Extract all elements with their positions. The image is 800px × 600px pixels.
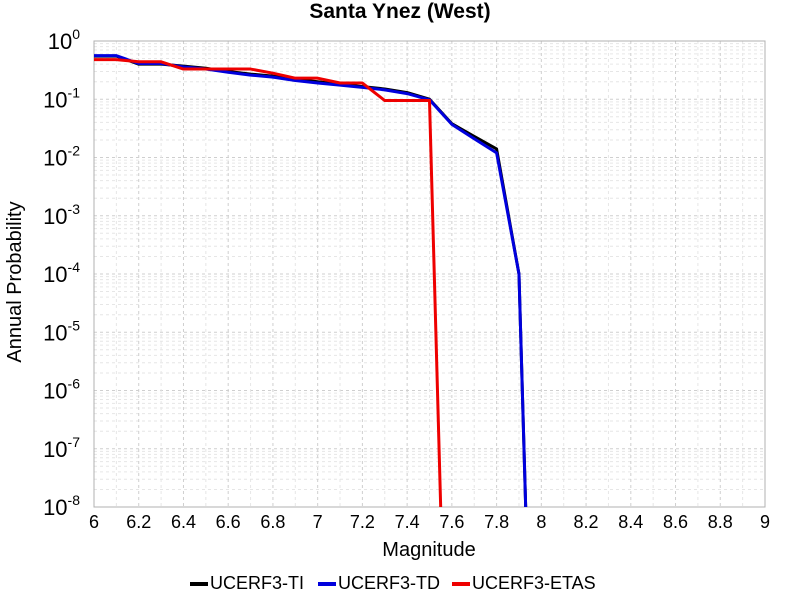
legend: UCERF3-TI UCERF3-TD UCERF3-ETAS	[190, 573, 596, 593]
legend-label: UCERF3-TD	[338, 573, 440, 593]
x-tick-label: 8.2	[574, 512, 599, 532]
x-tick-label: 6.6	[216, 512, 241, 532]
x-tick-label: 6.2	[126, 512, 151, 532]
chart-title: Santa Ynez (West)	[309, 0, 490, 23]
y-tick-label: 10-8	[43, 492, 80, 520]
x-tick-label: 6.8	[260, 512, 285, 532]
x-axis-ticks: 6 6.2 6.4 6.6 6.8 7 7.2 7.4 7.6 7.8 8 8.2 8.4 8.6 8.8 9	[89, 512, 770, 532]
y-tick-label: 10-3	[43, 201, 80, 229]
x-axis-label: Magnitude	[382, 539, 475, 561]
x-tick-label: 8.8	[708, 512, 733, 532]
x-tick-label: 8.4	[618, 512, 643, 532]
y-tick-label: 10-4	[43, 259, 80, 287]
series-line-ucerf3-etas	[94, 58, 443, 508]
y-tick-label: 100	[48, 26, 80, 54]
legend-label: UCERF3-ETAS	[472, 573, 596, 593]
x-tick-label: 6.4	[171, 512, 196, 532]
y-axis-label: Annual Probability	[4, 201, 26, 362]
legend-label: UCERF3-TI	[210, 573, 304, 593]
legend-item-ucerf3-etas: UCERF3-ETAS	[452, 573, 596, 593]
x-tick-label: 7.4	[395, 512, 420, 532]
plot-area	[93, 40, 766, 508]
x-tick-label: 8.6	[663, 512, 688, 532]
y-tick-label: 10-2	[43, 143, 80, 171]
y-tick-label: 10-1	[43, 84, 80, 112]
x-tick-label: 8	[536, 512, 546, 532]
y-axis-ticks: 100 10-1 10-2 10-3 10-4 10-5 10-6 10-7 10-8	[43, 26, 80, 520]
x-tick-label: 6	[89, 512, 99, 532]
x-tick-label: 9	[760, 512, 770, 532]
y-tick-label: 10-7	[43, 434, 80, 462]
legend-item-ucerf3-td: UCERF3-TD	[318, 573, 440, 593]
x-tick-label: 7	[313, 512, 323, 532]
y-tick-label: 10-6	[43, 376, 80, 404]
legend-item-ucerf3-ti: UCERF3-TI	[190, 573, 304, 593]
x-tick-label: 7.6	[439, 512, 464, 532]
x-tick-label: 7.8	[484, 512, 509, 532]
y-tick-label: 10-5	[43, 317, 80, 345]
x-tick-label: 7.2	[350, 512, 375, 532]
series-group	[94, 54, 528, 508]
